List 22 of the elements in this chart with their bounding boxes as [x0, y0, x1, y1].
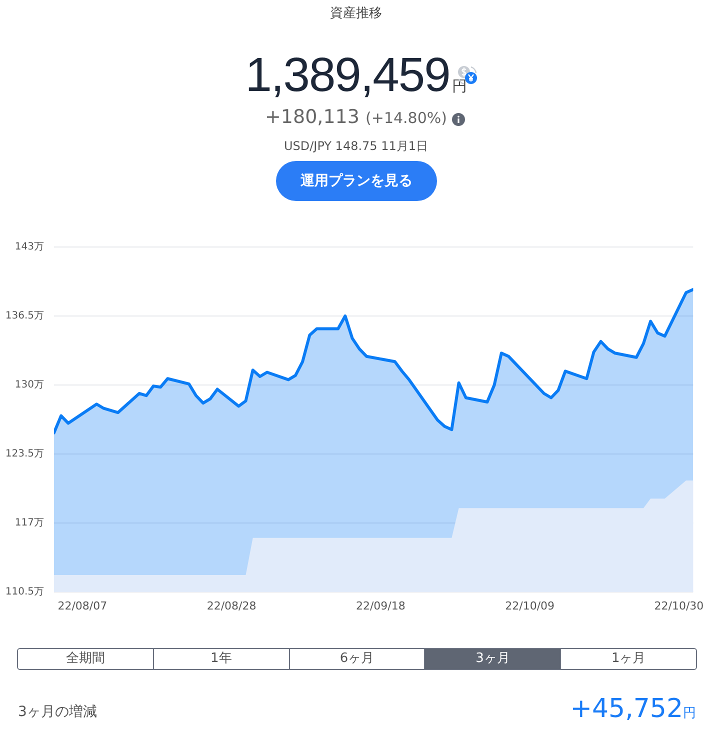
y-tick-label: 110.5万 [5, 586, 44, 598]
y-tick-label: 143万 [14, 242, 44, 253]
text: (+14.80%) [366, 109, 447, 127]
x-tick-label: 22/10/30 [654, 599, 704, 612]
x-tick-label: 22/09/18 [356, 599, 406, 612]
x-tick-label: 22/10/09 [505, 599, 555, 612]
text: 3ヶ月の増減 [18, 703, 97, 721]
plan-button: 運用プランを見る [276, 161, 437, 201]
x-tick-label: 22/08/28 [206, 599, 256, 612]
x-tick-label: 22/08/07 [58, 599, 108, 612]
chart-title: 資産推移 [329, 5, 383, 22]
y-tick-label: 136.5万 [5, 310, 44, 322]
y-tick-label: 117万 [14, 518, 44, 529]
text: 円 [683, 706, 696, 721]
period-tabs: 全期間 1年 6ヶ月 3ヶ月 1ヶ月 [17, 648, 697, 670]
text: 円 [452, 77, 467, 95]
y-tick-label: 130万 [14, 380, 44, 391]
text: USD/JPY 148.75 11月1日 [282, 138, 430, 155]
text: 1,389,459 [245, 49, 450, 102]
y-tick-label: 123.5万 [5, 448, 44, 460]
text: +45,752 [570, 694, 683, 724]
text: +180,113 [264, 106, 360, 128]
